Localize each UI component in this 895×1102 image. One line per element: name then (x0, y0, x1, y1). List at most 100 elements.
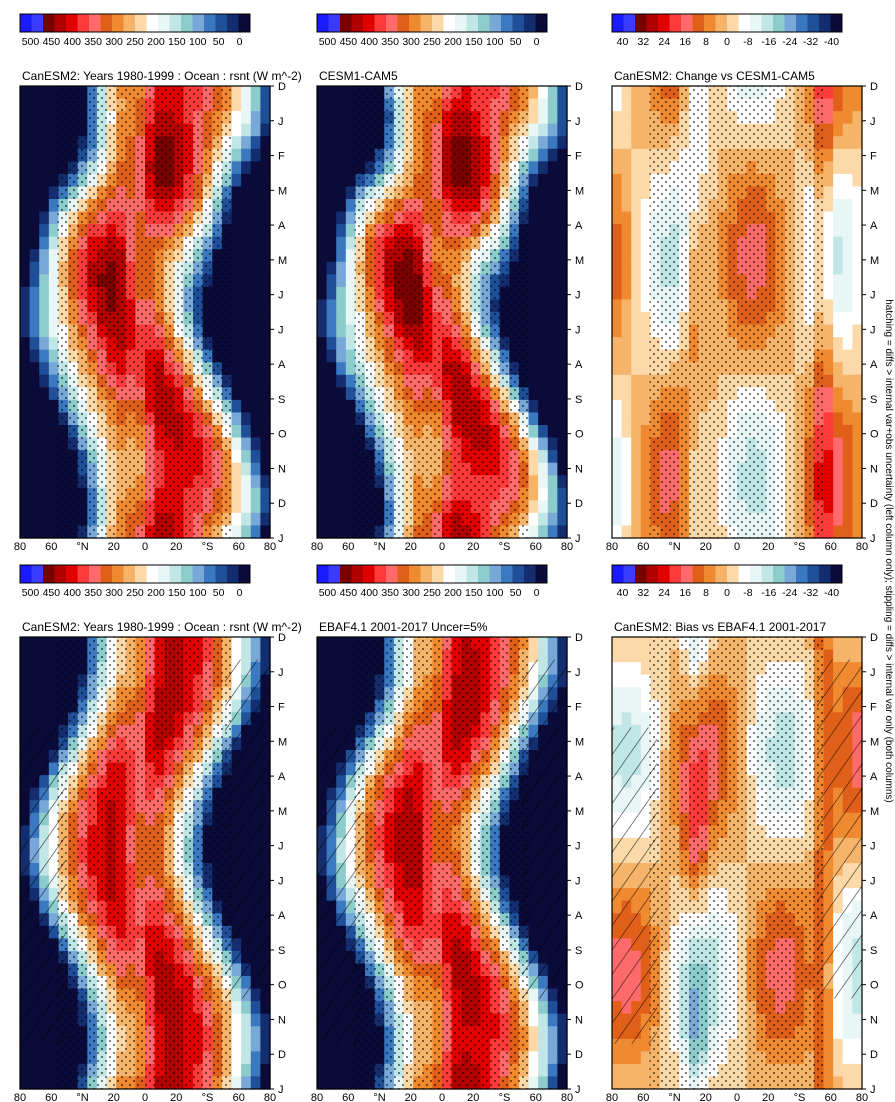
heat-cell (528, 98, 539, 112)
heat-cell (336, 362, 347, 376)
month-tick-label: D (278, 498, 286, 510)
colorbar-label: 150 (465, 587, 483, 599)
heat-cell (326, 412, 337, 426)
lat-tick-label: °S (499, 1092, 511, 1102)
heat-cell (29, 123, 40, 137)
heat-cell (345, 199, 357, 213)
heat-cell (260, 286, 271, 301)
heat-cell (20, 199, 31, 213)
month-tick-label: S (870, 945, 877, 957)
heat-cell (557, 186, 568, 200)
heat-cell (345, 349, 357, 363)
heat-cell (528, 637, 539, 651)
heat-cell (326, 98, 337, 112)
heat-cell (250, 512, 261, 527)
heat-cell (250, 349, 261, 363)
heat-cell (250, 86, 261, 100)
heat-cell (231, 1076, 242, 1090)
colorbar-label: -24 (782, 587, 797, 599)
heat-cell (48, 362, 60, 376)
colorbar-swatch (658, 565, 670, 583)
heat-cell (29, 161, 40, 175)
heat-cell (20, 662, 31, 676)
heat-cell (231, 487, 242, 501)
heat-cell (250, 312, 261, 326)
heat-cell (48, 450, 60, 464)
heat-cell (326, 261, 337, 275)
month-tick-label: J (870, 841, 876, 853)
heat-cell (538, 1013, 549, 1027)
heat-cell (48, 437, 60, 451)
heat-cell (241, 324, 252, 338)
stipple-overlay (354, 86, 530, 538)
heat-cell (612, 699, 623, 713)
heat-cell (547, 111, 558, 125)
heat-cell (538, 362, 549, 376)
heat-cell (336, 211, 347, 225)
heat-cell (317, 211, 328, 225)
heat-cell (250, 274, 261, 288)
month-tick-label: A (278, 359, 286, 371)
lat-tick-label: 60 (45, 541, 57, 553)
colorbar-label: 450 (340, 587, 358, 599)
heat-cell (336, 1063, 347, 1078)
heat-cell (231, 437, 242, 451)
lat-tick-label: °N (668, 1092, 680, 1102)
heat-cell (326, 462, 337, 476)
heat-cell (621, 687, 632, 701)
month-tick-label: D (278, 1049, 286, 1061)
colorbar-swatch (420, 565, 433, 583)
lat-tick-label: 80 (14, 1092, 26, 1102)
month-tick-label: A (575, 220, 583, 232)
heat-cell (260, 637, 271, 651)
heat-cell (48, 1038, 60, 1052)
heat-cell (20, 86, 31, 100)
heat-cell (48, 1063, 60, 1078)
month-tick-label: M (575, 185, 584, 197)
heat-cell (528, 161, 539, 175)
plot-frame (19, 636, 271, 1090)
month-tick-label: J (278, 841, 284, 853)
heat-cell (48, 374, 60, 388)
heat-cell (557, 525, 568, 539)
heat-cell (557, 261, 568, 275)
heat-cell (48, 299, 60, 313)
heat-cell (48, 199, 60, 213)
heat-cell (528, 462, 539, 476)
heat-cell (538, 1076, 549, 1090)
heat-cell (345, 687, 357, 701)
heat-cell (336, 123, 347, 137)
heat-cell (621, 649, 632, 663)
month-tick-label: N (278, 1014, 286, 1026)
colorbar-frame (19, 564, 251, 584)
heat-cell (538, 437, 549, 451)
heat-cell (260, 337, 271, 351)
heat-cell (336, 687, 347, 701)
colorbar-swatch (455, 565, 467, 583)
heat-cell (557, 487, 568, 501)
heat-cell (260, 1051, 271, 1065)
heat-cell (631, 1063, 642, 1078)
heat-cell (231, 425, 242, 439)
heat-cell (538, 500, 549, 514)
colorbar-label: 250 (423, 587, 441, 599)
heat-cell (48, 525, 60, 539)
month-tick-label: J (278, 290, 284, 302)
month-tick-label: J (575, 116, 581, 128)
heat-cell (317, 450, 328, 464)
heat-cell (345, 1051, 357, 1065)
colorbar-label: 400 (64, 587, 82, 599)
heat-cell (538, 98, 549, 112)
heat-cell (20, 299, 31, 313)
heat-cell (547, 161, 558, 175)
heat-cell (842, 1013, 853, 1027)
heat-cell (29, 1076, 40, 1090)
heat-cell (326, 186, 337, 200)
heat-cell (612, 662, 623, 676)
stipple-overlay (649, 637, 825, 1089)
heat-cell (39, 1076, 50, 1090)
heat-cell (528, 437, 539, 451)
heat-cell (250, 387, 261, 401)
heat-cell (621, 712, 632, 726)
heat-cell (336, 312, 347, 326)
